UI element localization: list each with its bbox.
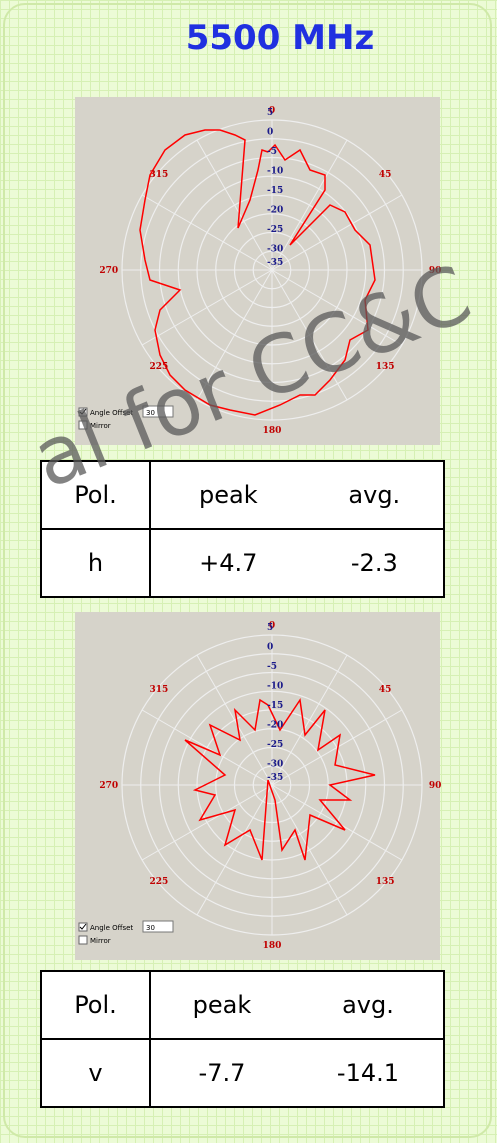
angle-label: 135 [376, 362, 395, 372]
table-cell: -2.3 [305, 528, 446, 598]
spoke [271, 784, 403, 861]
table-cell: -7.7 [150, 1038, 293, 1108]
radial-label: -5 [267, 662, 277, 672]
angle-label: 180 [263, 426, 282, 436]
radial-label: 0 [267, 643, 273, 653]
table-cell: h [40, 528, 151, 598]
radial-label: 0 [267, 128, 273, 138]
table-cell: -14.1 [292, 1038, 446, 1108]
angle-offset-label: Angle Offset [90, 409, 133, 417]
spoke [271, 139, 348, 271]
frame [3, 3, 492, 1138]
spoke [141, 709, 273, 786]
checkbox [78, 935, 88, 945]
radial-label: -15 [267, 186, 283, 196]
radial-label: -35 [267, 773, 283, 783]
table-row: h +4.7 -2.3 [40, 528, 446, 598]
angle-offset-value: 30 [146, 924, 155, 932]
spoke [141, 194, 273, 271]
radial-label: -25 [267, 225, 283, 235]
trace [139, 129, 376, 416]
angle-offset-value: 30 [146, 409, 155, 417]
table-cell: +4.7 [150, 528, 306, 598]
spoke [271, 784, 348, 916]
check-mark [79, 923, 87, 930]
radial-label: -30 [267, 245, 283, 255]
spoke [196, 784, 273, 916]
spoke [271, 654, 348, 786]
radial-label: -20 [267, 721, 283, 731]
spoke [271, 709, 403, 786]
angle-label: 90 [429, 266, 442, 276]
mirror-label: Mirror [90, 937, 111, 945]
radial-label: -25 [267, 740, 283, 750]
spoke [271, 269, 348, 401]
angle-label: 270 [99, 781, 118, 791]
angle-label: 90 [429, 781, 442, 791]
radial-label: 5 [267, 623, 273, 633]
angle-label: 315 [149, 170, 168, 180]
radial-label: 5 [267, 108, 273, 118]
angle-label: 225 [149, 877, 168, 887]
mirror-label: Mirror [90, 422, 111, 430]
result-table: Pol. peak avg. h +4.7 -2.3 [40, 460, 446, 598]
plot-background [75, 97, 440, 445]
table-cell: v [40, 1038, 151, 1108]
radial-label: -35 [267, 258, 283, 268]
angle-label: 0 [269, 621, 275, 631]
angle-offset-label: Angle Offset [90, 924, 133, 932]
radial-label: -10 [267, 167, 283, 177]
plot-background [75, 612, 440, 960]
table-row: Pol. peak avg. [40, 970, 446, 1040]
table-row: Pol. peak avg. [40, 460, 446, 530]
table-cell: peak [150, 970, 293, 1040]
radial-label: -5 [267, 147, 277, 157]
angle-label: 315 [149, 685, 168, 695]
spoke [196, 139, 273, 271]
radial-label: -30 [267, 760, 283, 770]
table-cell: Pol. [40, 970, 151, 1040]
result-table: Pol. peak avg. v -7.7 -14.1 [40, 970, 446, 1108]
angle-label: 45 [379, 685, 392, 695]
angle-label: 135 [376, 877, 395, 887]
spoke [196, 269, 273, 401]
table-cell: avg. [305, 460, 446, 530]
angle-label: 45 [379, 170, 392, 180]
angle-offset-input [142, 405, 174, 418]
angle-offset-input [142, 920, 174, 933]
angle-label: 180 [263, 941, 282, 951]
check-mark [79, 408, 87, 415]
angle-label: 270 [99, 266, 118, 276]
angle-label: 225 [149, 362, 168, 372]
trace [184, 697, 376, 861]
spoke [271, 269, 403, 346]
title: 5500 MHz [185, 18, 375, 58]
checkbox [78, 420, 88, 430]
table-cell: Pol. [40, 460, 151, 530]
table-cell: avg. [292, 970, 446, 1040]
radial-label: -15 [267, 701, 283, 711]
radial-label: -20 [267, 206, 283, 216]
angle-label: 0 [269, 106, 275, 116]
table-row: v -7.7 -14.1 [40, 1038, 446, 1108]
spoke [141, 269, 273, 346]
spoke [271, 194, 403, 271]
spoke [196, 654, 273, 786]
radial-label: -10 [267, 682, 283, 692]
table-cell: peak [150, 460, 306, 530]
spoke [141, 784, 273, 861]
